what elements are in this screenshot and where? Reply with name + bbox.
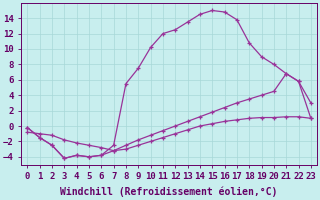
X-axis label: Windchill (Refroidissement éolien,°C): Windchill (Refroidissement éolien,°C) [60, 187, 278, 197]
